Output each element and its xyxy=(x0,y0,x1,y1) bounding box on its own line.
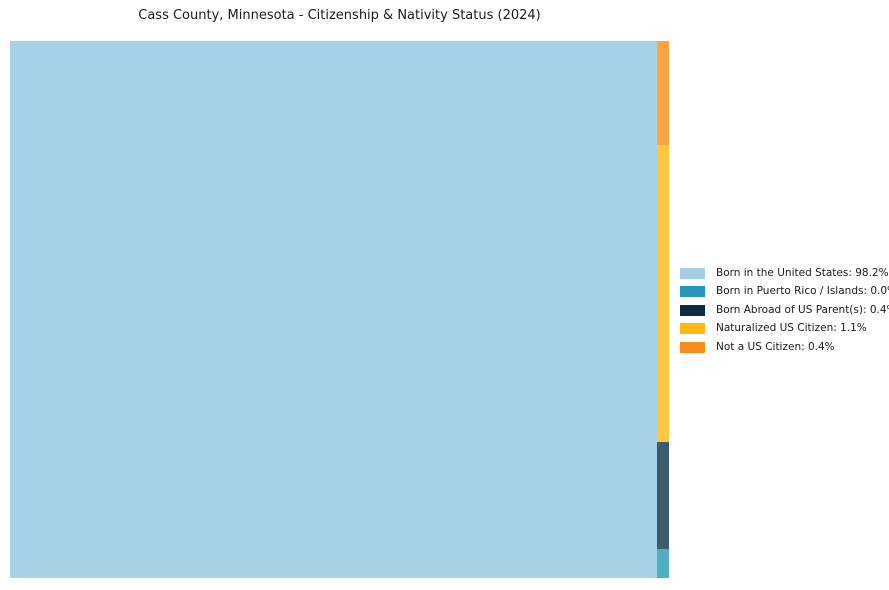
treemap-chart xyxy=(10,41,669,578)
legend-swatch xyxy=(680,304,705,316)
legend: Born in the United States: 98.2% Born in … xyxy=(680,264,889,357)
treemap-rect-naturalized-us-citizen xyxy=(657,145,669,442)
legend-item-born-in-the-united-states: Born in the United States: 98.2% xyxy=(680,264,889,283)
treemap-rect-not-a-us-citizen xyxy=(657,41,669,145)
legend-swatch xyxy=(680,323,705,335)
legend-label: Not a US Citizen: 0.4% xyxy=(716,340,835,353)
legend-label: Born in the United States: 98.2% xyxy=(716,266,889,279)
legend-item-naturalized-us-citizen: Naturalized US Citizen: 1.1% xyxy=(680,320,889,339)
legend-item-not-a-us-citizen: Not a US Citizen: 0.4% xyxy=(680,338,889,357)
treemap-strip xyxy=(657,41,669,578)
legend-item-born-abroad-of-us-parent-s: Born Abroad of US Parent(s): 0.4% xyxy=(680,301,889,320)
legend-item-born-in-puerto-rico-islands: Born in Puerto Rico / Islands: 0.0% xyxy=(680,283,889,302)
legend-swatch xyxy=(680,286,705,298)
chart-title: Cass County, Minnesota - Citizenship & N… xyxy=(138,8,541,23)
legend-swatch xyxy=(680,341,705,353)
treemap-rect-born-in-the-united-states xyxy=(10,41,657,578)
treemap-rect-born-abroad-of-us-parent-s xyxy=(657,442,669,549)
legend-label: Born in Puerto Rico / Islands: 0.0% xyxy=(716,285,889,298)
legend-swatch xyxy=(680,267,705,279)
treemap-rect-born-in-puerto-rico-islands xyxy=(657,549,669,578)
legend-label: Born Abroad of US Parent(s): 0.4% xyxy=(716,303,889,316)
legend-label: Naturalized US Citizen: 1.1% xyxy=(716,322,867,335)
